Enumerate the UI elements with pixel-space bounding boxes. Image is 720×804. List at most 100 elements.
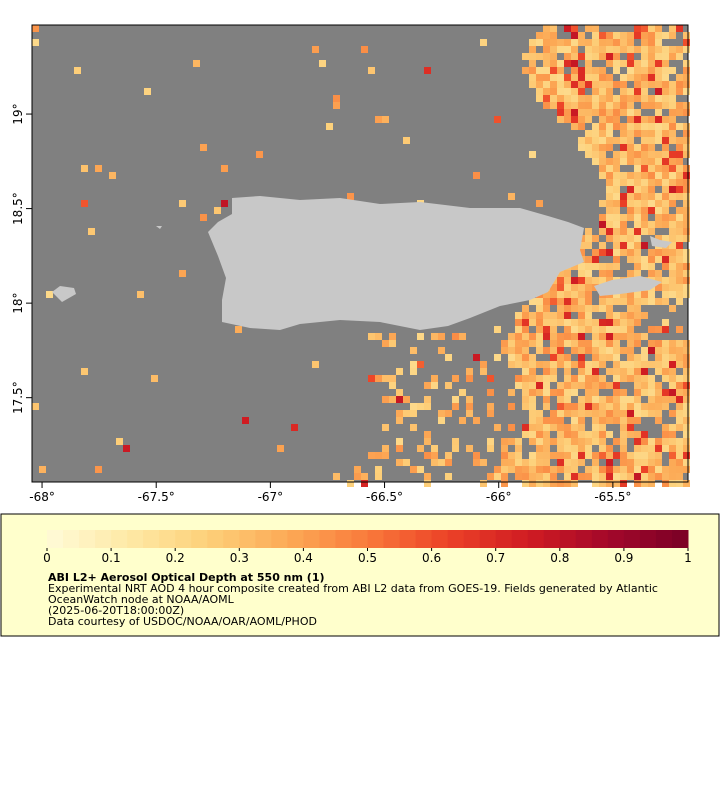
aerosol-cell [571, 109, 578, 116]
aerosol-cell [557, 403, 564, 410]
aerosol-cell [655, 340, 662, 347]
aerosol-cell [592, 151, 599, 158]
aerosol-cell [599, 396, 606, 403]
aerosol-cell [606, 88, 613, 95]
aerosol-cell [599, 228, 606, 235]
aerosol-cell [669, 221, 676, 228]
aerosol-cell [557, 305, 564, 312]
aerosol-cell [662, 319, 669, 326]
aerosol-cell [578, 284, 585, 291]
aerosol-cell [606, 270, 613, 277]
aerosol-cell [634, 270, 641, 277]
aerosol-cell [627, 375, 634, 382]
aerosol-cell [452, 445, 459, 452]
aerosol-cell [543, 431, 550, 438]
aerosol-cell [529, 459, 536, 466]
aerosol-cell [578, 473, 585, 480]
aerosol-cell [662, 389, 669, 396]
aerosol-cell [606, 116, 613, 123]
aerosol-cell [501, 438, 508, 445]
map-frame [31, 24, 689, 483]
aerosol-cell [578, 347, 585, 354]
aerosol-cell [557, 74, 564, 81]
aerosol-cell [543, 326, 550, 333]
aerosol-cell [648, 102, 655, 109]
aerosol-cell [543, 333, 550, 340]
aerosol-cell [571, 284, 578, 291]
aerosol-cell [620, 39, 627, 46]
aerosol-cell [669, 32, 676, 39]
aerosol-cell [606, 207, 613, 214]
aerosol-cell [571, 445, 578, 452]
aerosol-cell [417, 466, 424, 473]
aerosol-cell [592, 235, 599, 242]
aerosol-cell [592, 109, 599, 116]
aerosol-cell [424, 403, 431, 410]
aerosol-cell [669, 235, 676, 242]
aerosol-cell [676, 361, 683, 368]
aerosol-cell [627, 347, 634, 354]
aerosol-cell [620, 214, 627, 221]
aerosol-cell [634, 207, 641, 214]
aerosol-cell [543, 67, 550, 74]
aerosol-cell [641, 298, 648, 305]
aerosol-cell [648, 116, 655, 123]
aerosol-cell [564, 410, 571, 417]
aerosol-cell [606, 347, 613, 354]
aerosol-cell [634, 123, 641, 130]
colorbar-swatch [191, 530, 208, 548]
aerosol-cell [606, 221, 613, 228]
aerosol-cell [620, 291, 627, 298]
desecheo [156, 226, 162, 229]
aerosol-cell [613, 158, 620, 165]
aerosol-cell [564, 81, 571, 88]
aerosol-cell [578, 445, 585, 452]
aerosol-cell [655, 382, 662, 389]
aerosol-cell [606, 319, 613, 326]
aerosol-cell [641, 256, 648, 263]
aerosol-cell [550, 438, 557, 445]
aerosol-cell [662, 326, 669, 333]
aerosol-cell [473, 452, 480, 459]
aerosol-cell [571, 375, 578, 382]
aerosol-cell [676, 270, 683, 277]
aerosol-cell [620, 410, 627, 417]
aerosol-cell [585, 277, 592, 284]
aerosol-cell [620, 452, 627, 459]
aerosol-cell [662, 53, 669, 60]
aerosol-cell [599, 410, 606, 417]
axes: -68° -67.5° -67° -66.5° -66° -65.5° 17.5° 18° 18… [11, 103, 631, 504]
aerosol-cell [585, 466, 592, 473]
aerosol-cell [606, 340, 613, 347]
aerosol-cell [662, 263, 669, 270]
aerosol-cell [515, 375, 522, 382]
aerosol-cell [641, 46, 648, 53]
aerosol-cell [620, 347, 627, 354]
aerosol-cell [683, 214, 690, 221]
aerosol-cell [557, 480, 564, 487]
aerosol-cell [634, 361, 641, 368]
aerosol-cell [641, 130, 648, 137]
aerosol-cell [585, 403, 592, 410]
aerosol-cell [648, 480, 655, 487]
aerosol-cell [529, 319, 536, 326]
aerosol-cell [606, 102, 613, 109]
aerosol-cell [585, 130, 592, 137]
aerosol-cell [634, 221, 641, 228]
aerosol-cell [655, 179, 662, 186]
aerosol-cell [32, 39, 39, 46]
aerosol-cell [501, 452, 508, 459]
aerosol-cell [648, 375, 655, 382]
aerosol-cell [515, 466, 522, 473]
aerosol-cell [634, 74, 641, 81]
colorbar-swatch [159, 530, 176, 548]
aerosol-cell [424, 431, 431, 438]
aerosol-cell [585, 284, 592, 291]
aerosol-cell [655, 165, 662, 172]
aerosol-cell [676, 277, 683, 284]
aerosol-cell [599, 109, 606, 116]
aerosol-cell [641, 333, 648, 340]
aerosol-cell [536, 95, 543, 102]
aerosol-cell [536, 424, 543, 431]
aerosol-cell [641, 144, 648, 151]
